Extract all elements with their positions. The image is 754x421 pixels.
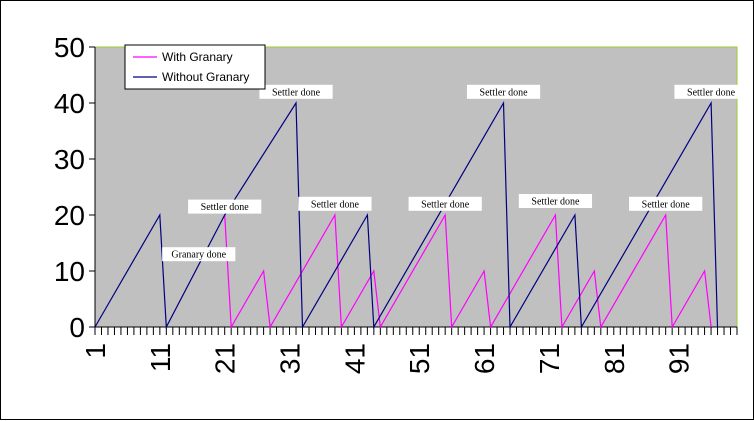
annotation-box: Settler done — [518, 194, 593, 208]
legend: With Granary Without Granary — [124, 44, 266, 90]
annotation-box: Settler done — [466, 84, 541, 99]
annotation-bg — [259, 84, 333, 99]
annotation-label: Settler done — [311, 199, 360, 210]
x-tick-label: 1 — [80, 343, 111, 359]
x-tick-label: 71 — [534, 343, 565, 374]
x-tick-label: 81 — [599, 343, 630, 374]
annotation-label: Settler done — [687, 87, 736, 98]
annotation-box: Settler done — [629, 196, 703, 211]
legend-label: With Granary — [162, 50, 233, 64]
x-tick-label: 61 — [469, 343, 500, 374]
y-tick-label: 30 — [54, 144, 85, 175]
annotation-label: Settler done — [201, 202, 250, 213]
annotation-label: Settler done — [480, 87, 529, 98]
annotation-bg — [518, 194, 593, 208]
annotation-bg — [188, 199, 262, 214]
annotation-label: Settler done — [272, 87, 321, 98]
annotation-label: Settler done — [531, 197, 580, 208]
legend-box — [124, 44, 266, 90]
annotation-box: Granary done — [162, 247, 236, 262]
x-tick-label: 11 — [145, 343, 176, 372]
annotation-bg — [674, 84, 748, 99]
annotation-bg — [298, 196, 372, 211]
annotation-box: Settler done — [674, 84, 748, 99]
series-line-with-granary — [224, 212, 712, 330]
y-tick-label: 50 — [54, 32, 85, 63]
x-tick-label: 21 — [210, 343, 241, 374]
annotation-label: Settler done — [421, 199, 470, 210]
y-tick-label: 40 — [54, 88, 85, 119]
x-tick-label: 41 — [339, 343, 370, 374]
annotation-label: Granary done — [171, 250, 226, 261]
annotation-box: Settler done — [408, 196, 482, 211]
plot-area — [94, 46, 738, 328]
series-layer — [94, 100, 719, 330]
annotation-box: Settler done — [298, 196, 372, 211]
annotation-bg — [408, 196, 482, 211]
series-line-without-granary — [94, 100, 719, 330]
y-tick-label: 10 — [54, 256, 85, 287]
x-tick-label: 51 — [404, 343, 435, 374]
annotation-layer: Settler done Settler done Settler done Sett… — [162, 84, 748, 262]
annotation-label: Settler done — [642, 199, 691, 210]
annotation-bg — [162, 247, 236, 262]
annotation-bg — [629, 196, 703, 211]
y-tick-label: 0 — [69, 312, 85, 343]
annotation-bg — [466, 84, 541, 99]
x-tick-label: 31 — [275, 343, 306, 374]
y-tick-label: 20 — [54, 200, 85, 231]
x-tick-label: 91 — [664, 343, 695, 374]
annotation-box: Settler done — [188, 199, 262, 214]
annotation-box: Settler done — [259, 84, 333, 99]
legend-label: Without Granary — [162, 70, 249, 84]
